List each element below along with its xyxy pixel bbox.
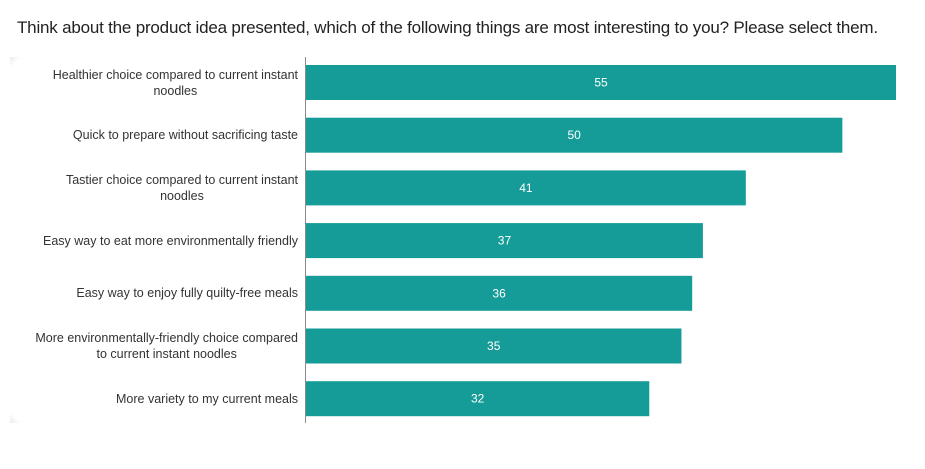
category-label-line: noodles — [160, 188, 204, 203]
bar-5 — [306, 275, 693, 311]
data-label-1: 55 — [594, 76, 608, 90]
data-label-7: 32 — [471, 392, 485, 406]
bar-4 — [306, 223, 703, 259]
bar-2 — [306, 117, 843, 153]
data-label-2: 50 — [568, 128, 582, 142]
data-label-4: 37 — [498, 234, 512, 248]
category-label-text: Tastier choice compared to current insta… — [66, 172, 298, 204]
category-label-line: Healthier choice compared to current ins… — [52, 67, 298, 82]
category-label-text: More environmentally-friendly choice com… — [35, 330, 298, 362]
category-label-7: More variety to my current meals — [8, 381, 298, 416]
bar-1 — [306, 65, 896, 100]
bars-group: 55 50 41 37 36 35 32 — [306, 65, 896, 417]
category-label-line: Easy way to enjoy fully quilty-free meal… — [76, 286, 298, 301]
data-label-5: 36 — [492, 286, 506, 300]
category-label-text: Quick to prepare without sacrificing tas… — [73, 127, 298, 143]
data-label-6: 35 — [487, 339, 501, 353]
category-label-1: Healthier choice compared to current ins… — [8, 65, 298, 100]
category-label-5: Easy way to enjoy fully quilty-free meal… — [8, 276, 298, 311]
chart-title: Think about the product idea presented, … — [17, 18, 878, 37]
bar-3 — [306, 170, 746, 206]
category-label-text: Healthier choice compared to current ins… — [53, 67, 298, 99]
category-label-text: More variety to my current meals — [116, 391, 298, 407]
category-label-2: Quick to prepare without sacrificing tas… — [8, 118, 298, 153]
panel-corner-bottom — [10, 413, 20, 423]
category-label-line: More variety to my current meals — [116, 391, 298, 406]
category-label-6: More environmentally-friendly choice com… — [8, 329, 298, 364]
category-label-3: Tastier choice compared to current insta… — [8, 170, 298, 205]
category-label-line: Quick to prepare without sacrificing tas… — [72, 128, 298, 143]
category-label-text: Easy way to eat more environmentally fri… — [43, 233, 298, 249]
category-label-4: Easy way to eat more environmentally fri… — [8, 223, 298, 258]
category-label-line: More environmentally-friendly choice com… — [35, 331, 298, 345]
category-label-line: noodles — [153, 83, 198, 98]
bar-6 — [306, 328, 682, 364]
bar-7 — [306, 381, 650, 417]
category-label-line: to current instant noodles — [96, 347, 237, 361]
category-label-line: Easy way to eat more environmentally fri… — [43, 233, 298, 248]
category-label-line: Tastier choice compared to current insta… — [65, 172, 298, 187]
data-label-3: 41 — [519, 181, 533, 195]
panel-corner-top — [10, 57, 20, 67]
category-label-text: Easy way to enjoy fully quilty-free meal… — [76, 285, 298, 301]
